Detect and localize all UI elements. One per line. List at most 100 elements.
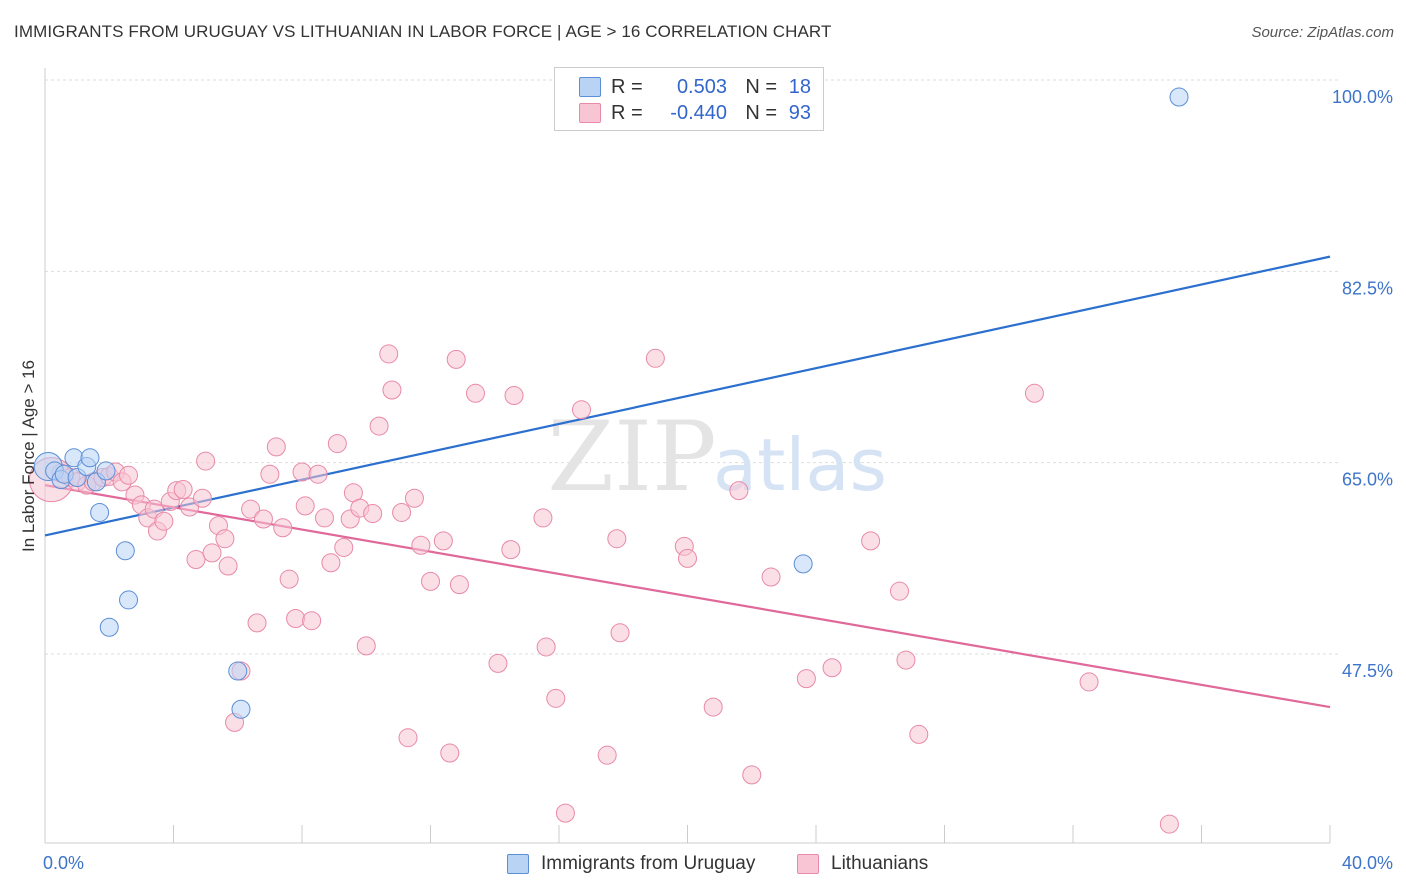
legend-row-lithuanians: R = -0.440 N = 93 xyxy=(579,100,811,126)
lithuanians-point xyxy=(440,743,460,763)
r-value-uruguay: 0.503 xyxy=(676,75,727,98)
lithuanians-point xyxy=(154,511,174,531)
lithuanians-point xyxy=(369,416,389,436)
lithuanians-point xyxy=(465,383,485,403)
lithuanians-point xyxy=(314,508,334,528)
lithuanians-point xyxy=(302,611,322,631)
lithuanians-point xyxy=(253,509,273,529)
watermark: ZIP atlas xyxy=(547,401,887,513)
lithuanians-point xyxy=(379,344,399,364)
tick-labels: 47.5% 65.0% 82.5% 100.0% 0.0% 40.0% xyxy=(43,87,1393,873)
lithuanians-point xyxy=(356,636,376,656)
lithuanians-point xyxy=(890,581,910,601)
lithuanians-point xyxy=(555,803,575,823)
n-label: N = xyxy=(745,75,777,98)
gridlines xyxy=(45,79,1338,655)
y-tick-label: 82.5% xyxy=(1342,278,1393,298)
lithuanians-point xyxy=(241,499,261,519)
lithuanians-swatch xyxy=(579,103,601,123)
lithuanians-point xyxy=(645,348,665,368)
lithuanians-point xyxy=(449,575,469,595)
lithuanians-point xyxy=(327,434,347,454)
stats-legend: R = 0.503 N = 18 R = -0.440 N = 93 xyxy=(554,67,824,131)
legend-row-uruguay: R = 0.503 N = 18 xyxy=(579,74,811,100)
uruguay-point xyxy=(96,461,116,481)
lithuanians-point xyxy=(260,464,280,484)
lithuanians-point xyxy=(504,385,524,405)
lithuanians-point xyxy=(392,502,412,522)
uruguay-points xyxy=(33,87,1189,719)
n-value-uruguay: 18 xyxy=(788,75,811,98)
lithuanians-legend-label: Lithuanians xyxy=(831,853,929,874)
lithuanians-point xyxy=(173,480,193,500)
legend-item-lithuanians: Lithuanians xyxy=(797,852,928,876)
uruguay-point xyxy=(231,699,251,719)
lithuanians-point xyxy=(729,481,749,501)
lithuanians-point xyxy=(796,669,816,689)
lithuanians-point xyxy=(597,745,617,765)
chart-title: IMMIGRANTS FROM URUGUAY VS LITHUANIAN IN… xyxy=(14,22,832,41)
x-tick-label: 40.0% xyxy=(1342,853,1393,873)
lithuanians-point xyxy=(119,465,139,485)
uruguay-point xyxy=(115,541,135,561)
uruguay-point xyxy=(90,502,110,522)
uruguay-point xyxy=(119,590,139,610)
uruguay-legend-label: Immigrants from Uruguay xyxy=(541,853,756,874)
n-label: N = xyxy=(745,101,777,124)
lithuanians-point xyxy=(186,549,206,569)
lithuanians-point xyxy=(215,529,235,549)
lithuanians-point xyxy=(286,609,306,629)
lithuanians-point xyxy=(398,728,418,748)
lithuanians-point xyxy=(202,543,222,563)
lithuanians-point xyxy=(607,529,627,549)
uruguay-point xyxy=(80,448,100,468)
uruguay-trend-line xyxy=(44,255,1331,537)
watermark-zip: ZIP xyxy=(547,401,716,513)
lithuanians-point xyxy=(421,571,440,591)
uruguay-point xyxy=(228,661,248,681)
lithuanians-point xyxy=(546,688,566,708)
r-label: R = xyxy=(611,75,643,98)
lithuanians-point xyxy=(761,567,781,587)
r-value-lithuanians: -0.440 xyxy=(670,101,727,124)
y-tick-label: 65.0% xyxy=(1342,470,1393,490)
lithuanians-point xyxy=(192,488,212,508)
lithuanians-point xyxy=(896,650,916,670)
lithuanians-point xyxy=(321,553,341,573)
lithuanians-point xyxy=(363,504,383,524)
y-tick-label: 100.0% xyxy=(1332,87,1393,107)
lithuanians-point xyxy=(411,535,431,555)
legend-item-uruguay: Immigrants from Uruguay xyxy=(507,852,755,876)
n-value-lithuanians: 93 xyxy=(788,101,811,124)
lithuanians-point xyxy=(571,400,591,420)
lithuanians-point xyxy=(433,531,453,551)
lithuanians-point xyxy=(909,724,929,744)
lithuanians-point xyxy=(295,496,315,516)
lithuanians-point xyxy=(501,540,521,560)
lithuanians-point xyxy=(1159,814,1179,834)
lithuanians-point xyxy=(1079,672,1099,692)
lithuanians-point xyxy=(247,613,267,633)
uruguay-point xyxy=(99,617,119,637)
y-axis-label: In Labor Force | Age > 16 xyxy=(19,360,38,552)
lithuanians-point xyxy=(1024,383,1044,403)
lithuanians-point xyxy=(742,765,762,785)
lithuanians-point xyxy=(703,697,723,717)
lithuanians-point xyxy=(382,380,402,400)
r-label: R = xyxy=(611,101,643,124)
lithuanians-point xyxy=(196,451,216,471)
lithuanians-point xyxy=(218,556,238,576)
lithuanians-point xyxy=(533,508,553,528)
lithuanians-point xyxy=(292,462,312,482)
lithuanians-point xyxy=(822,658,842,678)
lithuanians-point xyxy=(678,548,697,568)
lithuanians-point xyxy=(536,637,556,657)
y-tick-label: 47.5% xyxy=(1342,661,1393,681)
lithuanians-point xyxy=(861,531,881,551)
lithuanians-point xyxy=(308,464,328,484)
lithuanians-point xyxy=(273,518,293,538)
uruguay-legend-swatch xyxy=(507,854,529,874)
lithuanians-point xyxy=(488,653,508,673)
uruguay-swatch xyxy=(579,77,601,97)
